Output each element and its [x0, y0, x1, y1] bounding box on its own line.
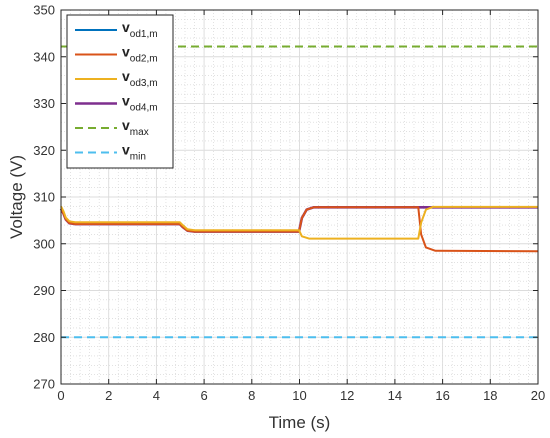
x-tick-label: 20 — [531, 388, 545, 403]
series-line-od2-m — [60, 206, 539, 253]
y-tick-label: 280 — [33, 330, 55, 345]
y-tick-label: 290 — [33, 283, 55, 298]
legend-label: vmin — [122, 142, 146, 163]
legend-label: vod2,m — [122, 44, 158, 65]
y-tick-label: 350 — [33, 3, 55, 18]
legend-label: vod1,m — [122, 19, 158, 40]
legend-label: vod4,m — [122, 93, 158, 114]
x-tick-label: 8 — [248, 388, 255, 403]
x-tick-label: 0 — [57, 388, 64, 403]
y-tick-labels: 270 280 290 300 310 320 330 340 350 — [33, 3, 55, 392]
y-tick-label: 330 — [33, 96, 55, 111]
series-layer — [59, 45, 539, 339]
x-tick-label: 14 — [388, 388, 402, 403]
x-tick-label: 6 — [200, 388, 207, 403]
x-tick-label: 18 — [483, 388, 497, 403]
x-axis-title: Time (s) — [269, 413, 331, 432]
legend-box — [66, 14, 174, 169]
y-tick-label: 340 — [33, 49, 55, 64]
x-tick-label: 12 — [340, 388, 354, 403]
y-axis-title: Voltage (V) — [7, 155, 26, 239]
legend: vod1,m vod2,m vod3,m vod4,m vmax vmin — [66, 14, 174, 169]
x-tick-label: 10 — [292, 388, 306, 403]
y-tick-label: 320 — [33, 143, 55, 158]
y-tick-label: 300 — [33, 236, 55, 251]
x-tick-label: 2 — [105, 388, 112, 403]
x-tick-labels: 0 2 4 6 8 10 12 14 16 18 20 — [57, 388, 545, 403]
axis-ticks — [60, 9, 539, 385]
x-tick-label: 4 — [153, 388, 160, 403]
series-line-od3-m — [60, 205, 538, 240]
y-tick-label: 310 — [33, 190, 55, 205]
legend-label: vod3,m — [122, 68, 158, 89]
x-tick-label: 16 — [435, 388, 449, 403]
y-tick-label: 270 — [33, 377, 55, 392]
legend-label: vmax — [122, 117, 149, 138]
